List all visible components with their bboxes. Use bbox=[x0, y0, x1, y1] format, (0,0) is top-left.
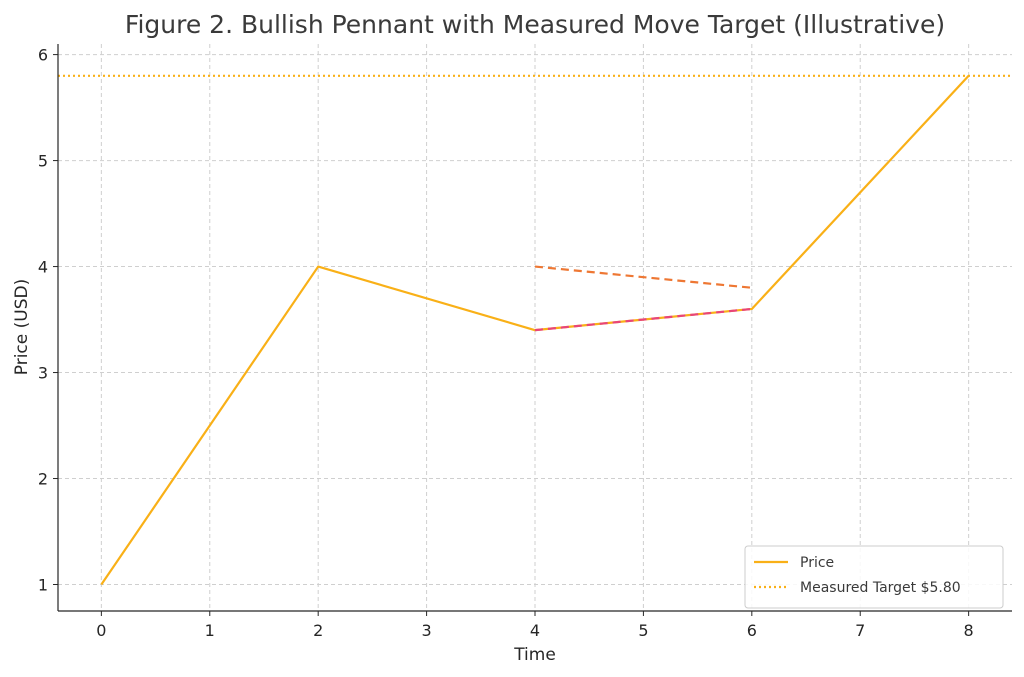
x-ticks: 0 1 2 3 4 5 6 7 8 bbox=[96, 611, 974, 640]
x-tick-label: 3 bbox=[421, 621, 431, 640]
pennant-upper-line bbox=[534, 265, 752, 289]
x-axis-label: Time bbox=[513, 645, 556, 665]
chart-title: Figure 2. Bullish Pennant with Measured … bbox=[125, 10, 945, 39]
x-tick-label: 8 bbox=[964, 621, 974, 640]
y-tick-label: 4 bbox=[38, 258, 48, 277]
legend: Price Measured Target $5.80 bbox=[744, 545, 1004, 609]
legend-box bbox=[744, 545, 1004, 609]
x-tick-label: 6 bbox=[747, 621, 757, 640]
legend-label-price: Price bbox=[800, 555, 834, 571]
pennant-lower-line bbox=[534, 307, 752, 332]
y-tick-label: 5 bbox=[38, 152, 48, 171]
y-axis-label: Price (USD) bbox=[12, 279, 32, 375]
y-ticks: 1 2 3 4 5 6 bbox=[38, 46, 58, 595]
pennant-lines-group bbox=[534, 265, 752, 332]
y-tick-label: 6 bbox=[38, 46, 48, 65]
x-tick-label: 0 bbox=[96, 621, 106, 640]
x-tick-label: 2 bbox=[313, 621, 323, 640]
x-tick-label: 7 bbox=[855, 621, 865, 640]
x-tick-label: 1 bbox=[205, 621, 215, 640]
y-tick-label: 2 bbox=[38, 470, 48, 489]
y-tick-label: 1 bbox=[38, 576, 48, 595]
y-tick-label: 3 bbox=[38, 364, 48, 383]
legend-label-target: Measured Target $5.80 bbox=[800, 580, 961, 596]
x-tick-label: 4 bbox=[530, 621, 540, 640]
x-tick-label: 5 bbox=[638, 621, 648, 640]
